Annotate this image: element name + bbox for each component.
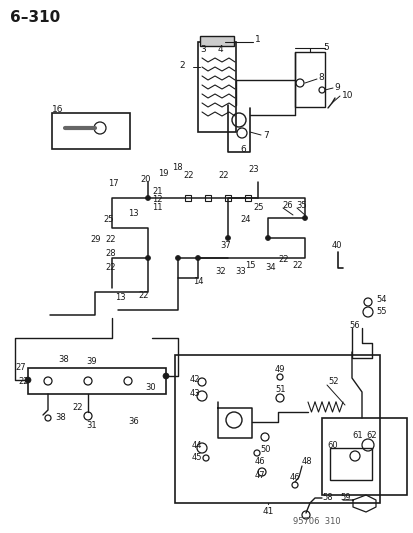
Circle shape xyxy=(302,215,307,221)
Text: 95706  310: 95706 310 xyxy=(292,516,340,526)
Circle shape xyxy=(265,236,270,240)
Text: 55: 55 xyxy=(375,308,386,317)
Text: 54: 54 xyxy=(375,295,386,304)
Text: 11: 11 xyxy=(152,204,162,213)
Text: 19: 19 xyxy=(158,169,168,179)
Text: 26: 26 xyxy=(281,200,292,209)
Text: 2: 2 xyxy=(178,61,184,69)
Text: 48: 48 xyxy=(301,457,312,466)
Text: 24: 24 xyxy=(240,215,250,224)
Circle shape xyxy=(175,255,180,261)
Text: 45: 45 xyxy=(192,454,202,463)
Text: 3: 3 xyxy=(199,45,205,54)
Text: 27: 27 xyxy=(15,364,26,373)
Text: 5: 5 xyxy=(322,44,328,52)
Text: 38: 38 xyxy=(55,414,66,423)
Text: 30: 30 xyxy=(145,384,155,392)
Text: 4: 4 xyxy=(218,45,223,54)
Text: 52: 52 xyxy=(327,377,338,386)
Text: 12: 12 xyxy=(152,196,162,205)
Text: 35: 35 xyxy=(295,200,306,209)
Text: 13: 13 xyxy=(128,208,138,217)
Text: 59: 59 xyxy=(339,494,350,503)
Text: 22: 22 xyxy=(138,290,148,300)
Text: 20: 20 xyxy=(140,175,150,184)
Text: 61: 61 xyxy=(351,431,362,440)
Text: 22: 22 xyxy=(183,172,193,181)
Text: 58: 58 xyxy=(321,494,332,503)
Text: 21: 21 xyxy=(152,187,162,196)
Text: 25: 25 xyxy=(252,204,263,213)
Bar xyxy=(52,113,130,149)
Bar xyxy=(224,195,230,201)
Text: 22: 22 xyxy=(105,263,115,272)
Text: 44: 44 xyxy=(192,441,202,450)
Text: 22: 22 xyxy=(105,236,115,245)
Text: 62: 62 xyxy=(365,431,376,440)
Text: 22: 22 xyxy=(291,262,302,271)
Text: 46: 46 xyxy=(254,457,265,466)
Text: 17: 17 xyxy=(108,179,119,188)
Text: 7: 7 xyxy=(262,131,268,140)
Text: 9: 9 xyxy=(333,83,339,92)
Text: 36: 36 xyxy=(128,417,138,426)
Text: 28: 28 xyxy=(105,248,115,257)
Text: 56: 56 xyxy=(348,320,359,329)
Text: 6–310: 6–310 xyxy=(10,11,60,26)
Text: 18: 18 xyxy=(171,163,182,172)
Text: 43: 43 xyxy=(190,390,200,399)
Text: 50: 50 xyxy=(259,446,270,455)
Circle shape xyxy=(25,377,31,383)
Text: 8: 8 xyxy=(317,74,323,83)
Text: 6: 6 xyxy=(240,146,245,155)
Circle shape xyxy=(225,236,230,240)
Circle shape xyxy=(195,255,200,261)
Bar xyxy=(244,195,250,201)
Text: 32: 32 xyxy=(214,268,225,277)
Text: 40: 40 xyxy=(331,240,342,249)
Text: 37: 37 xyxy=(219,240,230,249)
Text: 22: 22 xyxy=(218,172,228,181)
Text: 49: 49 xyxy=(274,366,285,375)
Bar xyxy=(175,355,379,503)
Text: 39: 39 xyxy=(86,358,96,367)
Bar xyxy=(197,42,235,132)
Text: 33: 33 xyxy=(235,268,245,277)
Text: 31: 31 xyxy=(86,421,96,430)
Text: 22: 22 xyxy=(18,377,28,386)
Text: 1: 1 xyxy=(254,36,260,44)
Text: 23: 23 xyxy=(247,166,258,174)
Text: 29: 29 xyxy=(90,236,100,245)
Text: 34: 34 xyxy=(264,263,275,272)
Bar xyxy=(199,36,233,46)
Text: 46: 46 xyxy=(289,473,300,482)
Text: 16: 16 xyxy=(52,106,63,115)
Bar xyxy=(321,418,406,495)
Circle shape xyxy=(145,196,150,200)
Bar xyxy=(28,368,166,394)
Text: 47: 47 xyxy=(254,472,265,481)
Bar xyxy=(329,448,371,480)
Text: 14: 14 xyxy=(192,278,203,287)
Text: 25: 25 xyxy=(103,215,113,224)
Circle shape xyxy=(145,255,150,261)
Text: 22: 22 xyxy=(277,255,288,264)
Text: 51: 51 xyxy=(274,385,285,394)
Bar xyxy=(294,52,324,107)
Text: 38: 38 xyxy=(58,356,69,365)
Bar xyxy=(185,195,190,201)
Text: 10: 10 xyxy=(341,91,353,100)
Text: 13: 13 xyxy=(115,294,125,303)
Text: 22: 22 xyxy=(72,403,82,413)
Text: 60: 60 xyxy=(326,440,337,449)
Text: 41: 41 xyxy=(262,507,274,516)
Text: 15: 15 xyxy=(244,261,255,270)
Circle shape xyxy=(163,373,169,379)
Bar xyxy=(204,195,211,201)
Text: 42: 42 xyxy=(190,376,200,384)
